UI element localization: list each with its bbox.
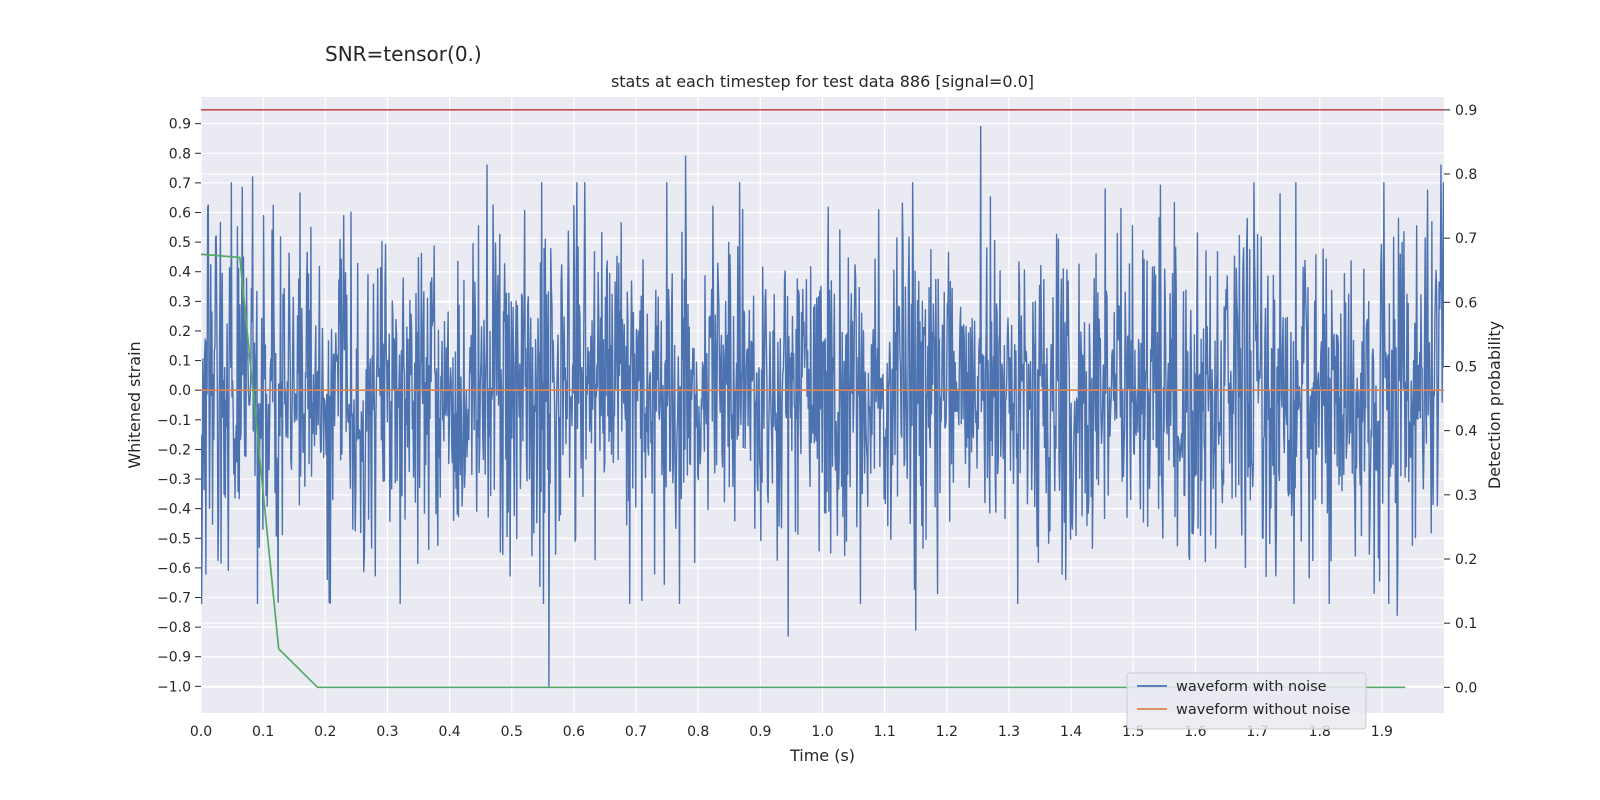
- y-tick-label: −0.3: [157, 472, 191, 488]
- series-line-0: [201, 125, 1444, 688]
- y-tick-label: −1.0: [157, 679, 191, 695]
- x-tick-label: 1.4: [1060, 724, 1082, 740]
- y-tick-label: −0.2: [157, 442, 191, 458]
- x-axis-label: Time (s): [789, 746, 855, 765]
- y-tick-label: −0.7: [157, 591, 191, 607]
- y2-tick-label: 0.5: [1455, 360, 1477, 376]
- x-tick-label: 1.0: [811, 724, 833, 740]
- legend: waveform with noise waveform without nois…: [1126, 672, 1367, 730]
- y-axis-label: Whitened strain: [125, 341, 144, 468]
- y-tick-label: 0.8: [169, 146, 191, 162]
- y2-tick-label: 0.6: [1455, 295, 1477, 311]
- x-tick-label: 0.5: [501, 724, 523, 740]
- x-tick-label: 1.2: [936, 724, 958, 740]
- y2-tick-label: 0.2: [1455, 552, 1477, 568]
- y2-tick-label: 0.7: [1455, 231, 1477, 247]
- x-tick-label: 0.0: [190, 724, 212, 740]
- y-tick-label: 0.9: [169, 117, 191, 133]
- x-tick-label: 0.3: [376, 724, 398, 740]
- x-tick-label: 0.7: [625, 724, 647, 740]
- y-tick-label: 0.1: [169, 354, 191, 370]
- x-tick-label: 0.2: [314, 724, 336, 740]
- y-tick-label: 0.5: [169, 235, 191, 251]
- y-tick-label: 0.3: [169, 294, 191, 310]
- y-tick-label: 0.0: [169, 383, 191, 399]
- plot-title: stats at each timestep for test data 886…: [611, 72, 1034, 91]
- y-tick-label: 0.2: [169, 324, 191, 340]
- y-tick-label: −0.6: [157, 561, 191, 577]
- legend-label: waveform with noise: [1176, 679, 1327, 695]
- y2-axis-ticks: 0.9 0.8 0.7 0.6 0.5 0.4 0.3 0.2 0.1 0.0: [1444, 103, 1477, 696]
- x-tick-label: 1.1: [874, 724, 896, 740]
- legend-label: waveform without noise: [1176, 702, 1350, 718]
- y-tick-label: −0.9: [157, 650, 191, 666]
- x-tick-label: 0.8: [687, 724, 709, 740]
- y2-tick-label: 0.8: [1455, 167, 1477, 183]
- x-tick-label: 0.1: [252, 724, 274, 740]
- y-tick-label: −0.4: [157, 502, 191, 518]
- y-axis-ticks: 0.9 0.8 0.7 0.6 0.5 0.4 0.3 0.2 0.1 0.0 −0.1 −0.2 −0…: [157, 117, 201, 695]
- x-tick-label: 0.6: [563, 724, 585, 740]
- figure-suptitle: SNR=tensor(0.): [325, 42, 482, 66]
- y2-axis-label: Detection probability: [1485, 321, 1504, 489]
- y2-tick-label: 0.1: [1455, 616, 1477, 632]
- series-line-2: [201, 253, 1406, 689]
- y-tick-label: 0.6: [169, 206, 191, 222]
- y2-tick-label: 0.4: [1455, 424, 1477, 440]
- y-tick-label: 0.4: [169, 265, 191, 281]
- x-tick-label: 0.4: [438, 724, 460, 740]
- x-tick-label: 1.3: [998, 724, 1020, 740]
- x-tick-label: 0.9: [749, 724, 771, 740]
- x-tick-label: 1.9: [1371, 724, 1393, 740]
- y2-tick-label: 0.0: [1455, 680, 1477, 696]
- series-layer: [201, 109, 1444, 689]
- y-tick-label: −0.1: [157, 413, 191, 429]
- y-tick-label: −0.8: [157, 620, 191, 636]
- y-tick-label: −0.5: [157, 531, 191, 547]
- y2-tick-label: 0.9: [1455, 103, 1477, 119]
- y2-tick-label: 0.3: [1455, 488, 1477, 504]
- y-tick-label: 0.7: [169, 176, 191, 192]
- legend-box: [1126, 672, 1367, 730]
